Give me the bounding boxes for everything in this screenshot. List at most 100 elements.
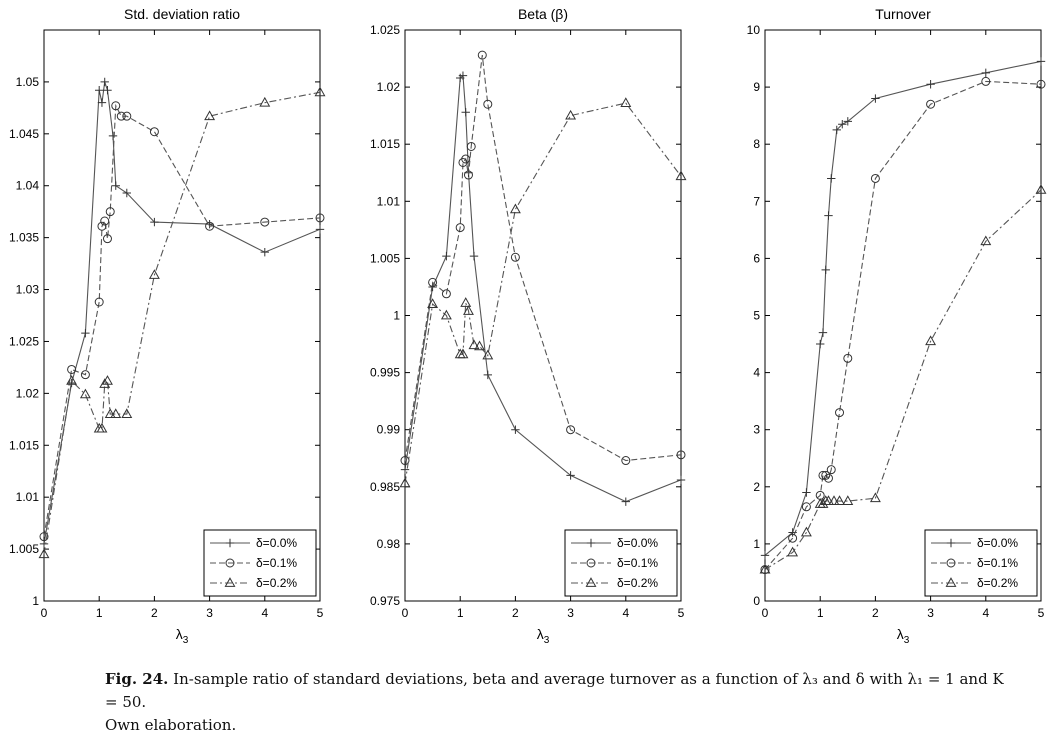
y-tick-label: 1.05 [16,75,40,89]
series-path [404,102,682,484]
x-tick-label: 2 [151,606,158,620]
legend-entry: δ=0.1% [256,556,297,570]
legend-marker [224,577,236,587]
data-point [760,551,770,560]
data-point [99,378,111,388]
legend-entry: δ=0.0% [256,536,297,550]
data-point [832,125,841,135]
data-point [102,234,112,244]
data-point [442,251,451,261]
data-point [104,408,116,419]
data-point [260,247,269,257]
x-tick-label: 4 [261,606,268,620]
data-point [150,217,159,227]
y-tick-label: 1.035 [9,231,39,245]
y-tick-label: 1.015 [370,137,400,151]
y-tick-label: 1.01 [16,490,40,504]
x-axis-label: λ3 [897,626,910,646]
data-point [466,141,476,151]
x-tick-label: 5 [1038,606,1045,620]
series-line-1 [39,77,325,549]
y-tick-label: 1 [753,537,760,551]
y-tick-label: 1.02 [16,386,40,400]
data-point [621,456,631,466]
data-point [676,450,686,460]
data-point [511,425,520,434]
data-point [149,127,159,137]
x-tick-label: 0 [762,606,769,620]
y-tick-label: 0.98 [377,537,401,551]
x-tick-label: 0 [402,606,409,620]
plot-frame [43,29,321,602]
caption-text: In-sample ratio of standard deviations, … [105,670,1004,711]
data-point [826,465,836,475]
data-point [510,252,520,262]
y-tick-label: 0 [753,594,760,608]
data-point [96,422,108,433]
x-tick-label: 4 [982,606,989,620]
series-path [43,91,321,555]
data-point [474,340,485,351]
legend-marker [946,558,956,568]
data-point [788,533,798,543]
data-point [121,408,133,419]
data-point [787,546,799,557]
y-tick-label: 2 [753,480,760,494]
data-point [97,98,107,107]
data-point [801,502,811,512]
data-point [441,289,451,299]
data-point [427,298,439,308]
y-tick-label: 1 [32,594,39,608]
data-point [461,108,470,117]
data-point [823,495,834,505]
panel-beta: Beta (β) 0 1 2 3 4 5 0.975 0.98 0.985 0.99 0.995 1 1.… [370,6,687,646]
data-point [458,71,468,80]
data-point [461,154,471,164]
data-point [477,50,487,60]
series-path [404,74,682,503]
y-tick-label: 0.995 [370,366,400,380]
data-point [675,170,687,181]
data-point [110,408,122,419]
legend-entry: δ=0.0% [977,536,1018,550]
series-path [43,103,321,537]
series-line-3 [399,97,687,488]
x-axis-label: λ3 [537,626,550,646]
series-line-2 [760,76,1046,575]
data-point [818,328,828,337]
data-point [838,120,847,129]
data-point [95,86,104,95]
legend: δ=0.0% δ=0.1% δ=0.2% [564,529,678,597]
y-tick-label: 10 [747,23,761,37]
data-point [103,86,112,95]
data-point [621,497,630,506]
data-point [1035,184,1047,194]
data-point [827,174,836,183]
data-point [842,495,854,505]
legend-marker [225,558,235,568]
y-tick-label: 1.025 [370,23,400,37]
data-point [400,456,410,466]
data-point [565,109,577,120]
y-tick-label: 5 [753,309,760,323]
data-point [835,408,845,418]
figure-label: Fig. 24. [105,670,169,688]
data-point [400,465,410,474]
y-tick-label: 0.99 [377,423,401,437]
legend-marker [586,558,596,568]
x-tick-label: 2 [512,606,519,620]
series-path [43,81,321,544]
data-point [463,170,473,180]
x-tick-label: 1 [96,606,103,620]
data-point [122,188,131,198]
data-point [1036,57,1046,66]
data-point [818,470,828,480]
data-point [566,471,575,480]
chart-title: Beta (β) [518,6,568,22]
data-point [204,110,216,121]
data-point [981,68,990,78]
y-tick-label: 1.005 [370,251,400,265]
data-point [816,339,825,349]
